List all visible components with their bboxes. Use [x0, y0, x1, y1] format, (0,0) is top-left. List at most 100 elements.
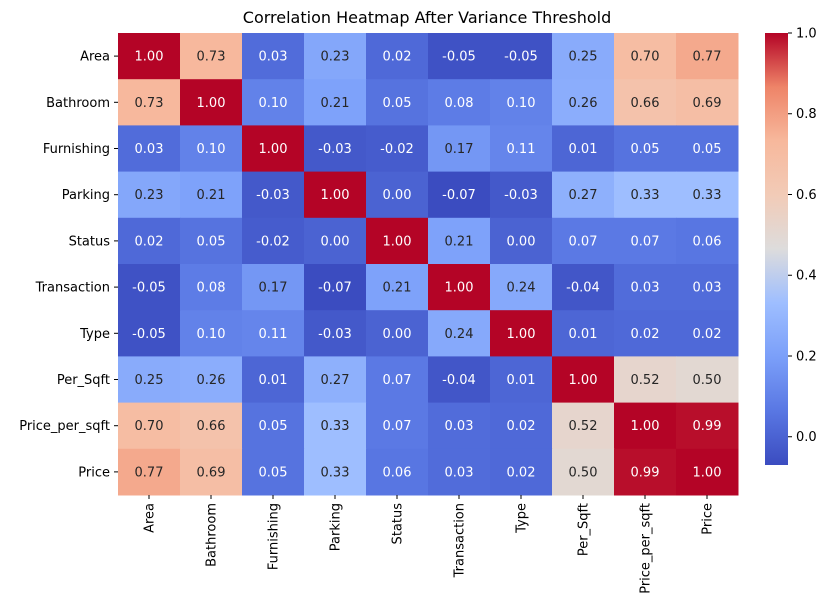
heatmap-cell-label: 0.21: [197, 188, 226, 203]
heatmap-cell: [366, 217, 429, 265]
heatmap-cell-label: 0.33: [631, 188, 660, 203]
x-tick-label: Status: [391, 503, 406, 545]
heatmap-cell: [614, 33, 677, 80]
heatmap-cell: [552, 217, 615, 265]
heatmap-cell: [242, 356, 305, 404]
colorbar-tick-label: 0.2: [796, 349, 817, 364]
heatmap-cell: [614, 217, 677, 265]
heatmap-cell: [242, 171, 305, 219]
colorbar-gradient: [765, 33, 788, 465]
heatmap-cell-label: 0.99: [631, 465, 660, 480]
heatmap-cell-label: -0.04: [442, 373, 476, 388]
y-tick-label: Furnishing: [43, 142, 110, 157]
heatmap-cell-label: 0.50: [569, 465, 598, 480]
colorbar-tick-label: 1.0: [796, 27, 817, 42]
heatmap-cell-label: 0.08: [197, 281, 226, 296]
heatmap-cell-label: 0.05: [197, 234, 226, 249]
heatmap-cell-label: 1.00: [631, 419, 660, 434]
heatmap-cell: [366, 448, 429, 496]
heatmap-cell: [490, 217, 553, 265]
heatmap-cell-label: 0.07: [631, 234, 660, 249]
y-tick-label: Price: [78, 465, 110, 480]
heatmap-cell-label: 0.07: [383, 373, 412, 388]
heatmap-cell: [242, 79, 305, 126]
heatmap-cell-label: 0.01: [569, 327, 598, 342]
y-tick-label: Parking: [62, 188, 110, 203]
heatmap-cell-label: 0.33: [321, 419, 350, 434]
heatmap-cell-label: 0.52: [569, 419, 598, 434]
heatmap-cell-label: 0.02: [631, 327, 660, 342]
heatmap-cell: [304, 356, 367, 404]
heatmap-cell: [242, 310, 305, 357]
heatmap-cell-label: 0.05: [693, 142, 722, 157]
heatmap-cell-label: 0.10: [507, 96, 536, 111]
heatmap-cell-label: 0.01: [569, 142, 598, 157]
heatmap-cell: [118, 171, 181, 219]
colorbar: [765, 33, 788, 465]
heatmap-cell: [552, 125, 615, 173]
heatmap-cell: [614, 448, 677, 496]
heatmap-cell: [304, 217, 367, 265]
x-tick-label: Type: [515, 503, 530, 534]
heatmap-cell: [614, 402, 677, 450]
heatmap-cell: [490, 33, 553, 80]
heatmap-cell: [180, 217, 243, 265]
heatmap-cell: [180, 264, 243, 311]
heatmap-cell: [490, 356, 553, 404]
heatmap-cell-label: 0.03: [631, 281, 660, 296]
heatmap-cell-label: -0.05: [442, 50, 476, 65]
heatmap-cell-label: 0.26: [197, 373, 226, 388]
heatmap-cell-label: 0.50: [693, 373, 722, 388]
heatmap-cell-label: 1.00: [259, 142, 288, 157]
heatmap-cell-label: 1.00: [197, 96, 226, 111]
heatmap-cell-label: 0.17: [445, 142, 474, 157]
heatmap-cell-label: 0.03: [135, 142, 164, 157]
heatmap-cell-label: -0.03: [318, 327, 352, 342]
heatmap-cell-label: 0.00: [507, 234, 536, 249]
colorbar-tick-label: 0.8: [796, 107, 817, 122]
heatmap-cell: [366, 125, 429, 173]
heatmap-cell: [676, 171, 739, 219]
heatmap-cell: [676, 33, 739, 80]
y-axis-tick-labels: Area Bathroom Furnishing Parking Status Trans…: [19, 50, 118, 480]
x-tick-label: Parking: [329, 503, 344, 551]
heatmap-cell-label: 0.03: [259, 50, 288, 65]
colorbar-tick-label: 0.0: [796, 430, 817, 445]
heatmap-cell: [366, 264, 429, 311]
heatmap-cell: [366, 310, 429, 357]
heatmap-cell-label: 0.05: [259, 419, 288, 434]
heatmap-cell: [428, 125, 491, 173]
heatmap-cell-label: 1.00: [569, 373, 598, 388]
heatmap-cell: [242, 125, 305, 173]
heatmap-cell: [118, 264, 181, 311]
heatmap-cell: [118, 310, 181, 357]
heatmap-cell: [118, 79, 181, 126]
x-tick-label: Per_Sqft: [577, 503, 592, 556]
heatmap-cell-label: 0.00: [321, 234, 350, 249]
heatmap-cell: [118, 448, 181, 496]
heatmap-cell: [118, 33, 181, 80]
heatmap-cell: [428, 356, 491, 404]
heatmap-cell-label: 0.25: [135, 373, 164, 388]
heatmap-cell-label: 0.21: [383, 281, 412, 296]
x-tick-label: Area: [143, 503, 158, 533]
heatmap-cell: [614, 79, 677, 126]
heatmap-cell-label: -0.07: [318, 281, 352, 296]
x-tick-label: Bathroom: [205, 503, 220, 567]
heatmap-cell-label: 0.70: [631, 50, 660, 65]
heatmap-cell-label: -0.07: [442, 188, 476, 203]
heatmap-cell: [304, 79, 367, 126]
heatmap-cell-label: 0.23: [135, 188, 164, 203]
heatmap-cell: [552, 171, 615, 219]
heatmap-cell-label: -0.02: [380, 142, 414, 157]
heatmap-cell-label: 0.10: [259, 96, 288, 111]
heatmap-cell: [552, 448, 615, 496]
heatmap-cell-label: 0.02: [507, 465, 536, 480]
heatmap-cell-label: 0.03: [445, 465, 474, 480]
heatmap-cell-label: 0.27: [569, 188, 598, 203]
heatmap-cell-label: 1.00: [507, 327, 536, 342]
heatmap-cell-label: 0.11: [259, 327, 288, 342]
heatmap-cell-label: 0.02: [693, 327, 722, 342]
heatmap-cell: [304, 171, 367, 219]
heatmap-cell-label: 0.70: [135, 419, 164, 434]
